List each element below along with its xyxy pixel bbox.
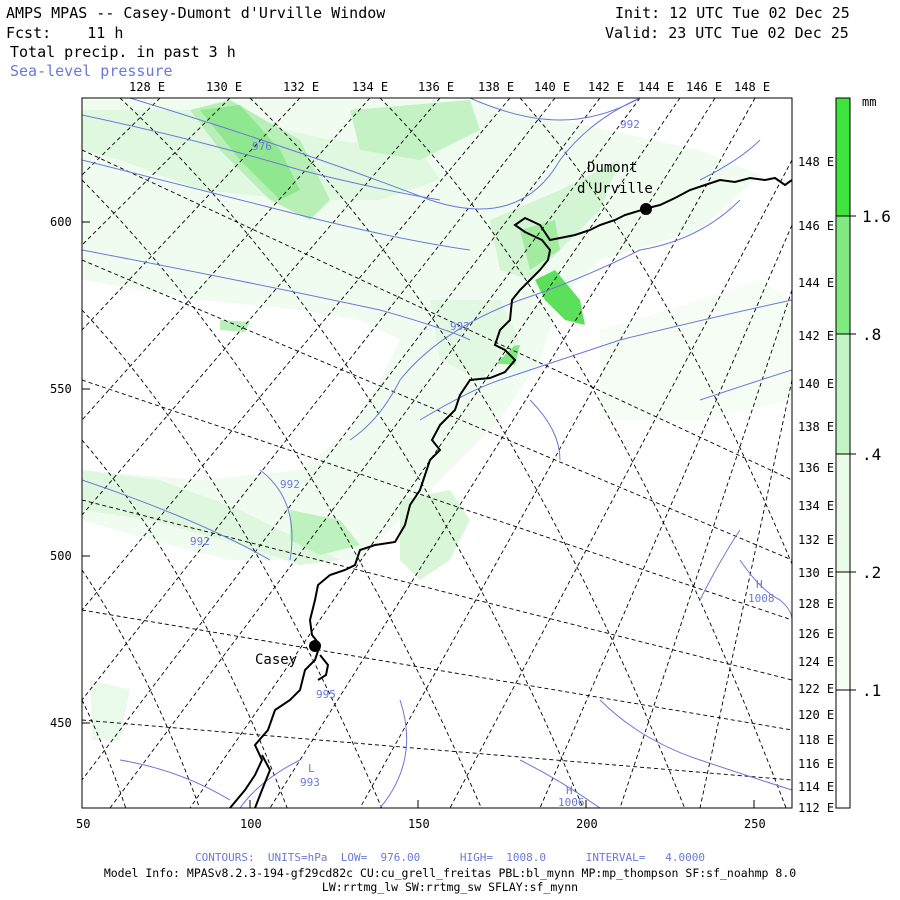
- plot-frame: [81, 97, 793, 809]
- colorbar-label: .8: [862, 325, 881, 344]
- colorbar-label: .4: [862, 445, 881, 464]
- field-slp-label: Sea-level pressure: [10, 62, 173, 80]
- x-tick-label: 100: [240, 817, 262, 831]
- colorbar-label: .1: [862, 681, 881, 700]
- x-axis: 50 100 150 200 250: [76, 800, 766, 831]
- contour-label: H: [756, 578, 763, 591]
- field-precip-label: Total precip. in past 3 h: [10, 43, 236, 61]
- colorbar: mm 1.6 .8 .4 .2 .1: [835, 95, 891, 809]
- colorbar-unit: mm: [862, 95, 876, 109]
- top-lon-label: 134 E: [352, 80, 388, 94]
- right-lon-label: 148 E: [798, 155, 834, 169]
- y-tick-label: 550: [50, 382, 72, 396]
- top-lon-labels: 128 E 130 E 132 E 134 E 136 E 138 E 140 …: [129, 80, 770, 94]
- contour-label: H: [566, 784, 573, 797]
- colorbar-segment-1.6: [836, 98, 850, 216]
- y-axis: 600 550 500 450: [50, 215, 90, 730]
- y-tick-label: 600: [50, 215, 72, 229]
- colorbar-segment-0.4: [836, 334, 850, 454]
- top-lon-label: 144 E: [638, 80, 674, 94]
- right-lon-label: 146 E: [798, 219, 834, 233]
- colorbar-label: 1.6: [862, 207, 891, 226]
- contour-label: 993: [300, 776, 320, 789]
- contour-label: 992: [620, 118, 640, 131]
- top-lon-label: 140 E: [534, 80, 570, 94]
- right-lon-label: 120 E: [798, 708, 834, 722]
- coastline: [229, 176, 792, 808]
- right-lon-label: 144 E: [798, 276, 834, 290]
- right-lon-label: 116 E: [798, 757, 834, 771]
- contour-labels: 976 992 992 992 992 1008 995 L 993 H 100…: [190, 118, 775, 809]
- contour-label: 976: [252, 140, 272, 153]
- right-lon-label: 124 E: [798, 655, 834, 669]
- x-tick-label: 250: [744, 817, 766, 831]
- right-lon-label: 118 E: [798, 733, 834, 747]
- casey-marker: [309, 640, 321, 652]
- slp-contours: [82, 98, 792, 808]
- right-lon-label: 126 E: [798, 627, 834, 641]
- y-tick-label: 500: [50, 549, 72, 563]
- right-lon-label: 112 E: [798, 801, 834, 815]
- colorbar-segment-0.8: [836, 216, 850, 334]
- right-lon-labels: 148 E 146 E 144 E 142 E 140 E 138 E 136 …: [798, 155, 834, 815]
- right-lon-label: 140 E: [798, 377, 834, 391]
- top-lon-label: 146 E: [686, 80, 722, 94]
- contour-label: 992: [450, 320, 470, 333]
- contour-label: 995: [316, 688, 336, 701]
- contour-label: 992: [280, 478, 300, 491]
- x-tick-label: 200: [576, 817, 598, 831]
- contour-label: L: [308, 762, 315, 775]
- forecast-hour: Fcst: 11 h: [6, 24, 124, 42]
- top-lon-label: 128 E: [129, 80, 165, 94]
- plot-area: [82, 98, 792, 808]
- right-lon-label: 122 E: [798, 682, 834, 696]
- top-lon-label: 138 E: [478, 80, 514, 94]
- top-lon-label: 132 E: [283, 80, 319, 94]
- right-lon-label: 134 E: [798, 499, 834, 513]
- contours-info: CONTOURS: UNITS=hPa LOW= 976.00 HIGH= 10…: [195, 851, 705, 864]
- right-lon-label: 142 E: [798, 329, 834, 343]
- contour-label: 992: [190, 535, 210, 548]
- y-tick-label: 450: [50, 716, 72, 730]
- right-lon-label: 132 E: [798, 533, 834, 547]
- station-label-durville: d'Urville: [577, 181, 653, 197]
- contour-label: 1006: [558, 796, 585, 809]
- contour-label: 1008: [748, 592, 775, 605]
- init-time: Init: 12 UTC Tue 02 Dec 25: [615, 4, 850, 22]
- model-info-2: LW:rrtmg_lw SW:rrtmg_sw SFLAY:sf_mynn: [321, 880, 579, 894]
- right-lon-label: 138 E: [798, 420, 834, 434]
- colorbar-segment-0: [836, 690, 850, 808]
- valid-time: Valid: 23 UTC Tue 02 Dec 25: [605, 24, 849, 42]
- top-lon-label: 130 E: [206, 80, 242, 94]
- dumont-durville-marker: [640, 203, 652, 215]
- right-lon-label: 136 E: [798, 461, 834, 475]
- model-info: Model Info: MPASv8.2.3-194-gf29cd82c CU:…: [103, 866, 797, 880]
- top-lon-label: 142 E: [588, 80, 624, 94]
- colorbar-label: .2: [862, 563, 881, 582]
- right-lon-label: 114 E: [798, 780, 834, 794]
- map-title: AMPS MPAS -- Casey-Dumont d'Urville Wind…: [6, 4, 386, 22]
- top-lon-label: 136 E: [418, 80, 454, 94]
- station-label-casey: Casey: [255, 652, 297, 668]
- right-lon-label: 130 E: [798, 566, 834, 580]
- colorbar-segment-0.1: [836, 572, 850, 690]
- x-tick-label: 50: [76, 817, 90, 831]
- top-lon-label: 148 E: [734, 80, 770, 94]
- precip-shading: [82, 100, 792, 740]
- right-lon-label: 128 E: [798, 597, 834, 611]
- x-tick-label: 150: [408, 817, 430, 831]
- station-label-dumont: Dumont: [587, 160, 638, 176]
- colorbar-segment-0.2: [836, 454, 850, 572]
